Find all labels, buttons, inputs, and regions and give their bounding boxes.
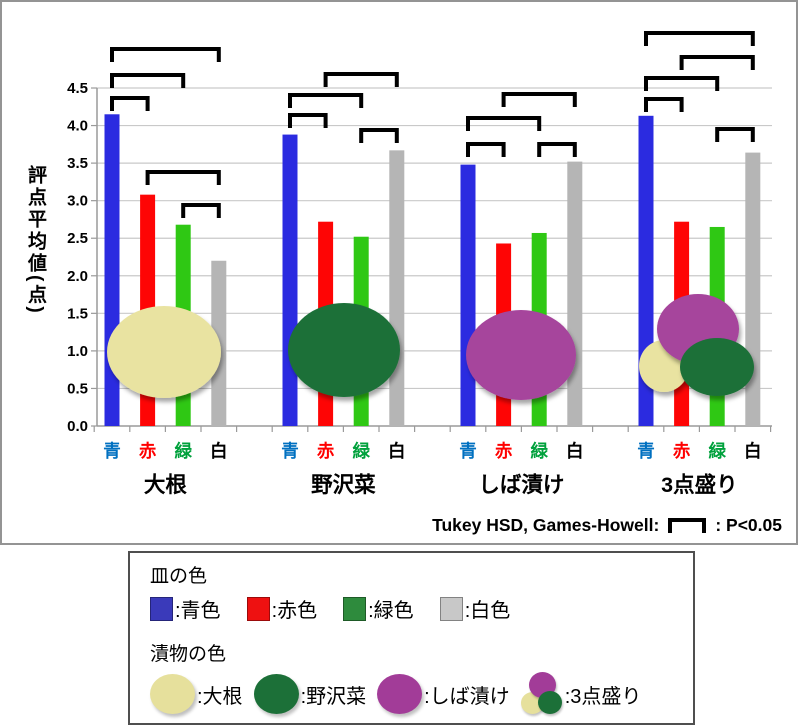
y-tick-label: 2.5 xyxy=(67,230,88,247)
y-tick-label: 0.5 xyxy=(67,380,88,397)
legend-item-nozawana: :野沢菜 xyxy=(253,674,367,714)
bar-label-青: 青 xyxy=(637,441,655,461)
rating-bar-chart: 0.00.51.01.52.02.53.03.54.04.5青青青青赤赤赤赤緑緑… xyxy=(67,31,772,497)
legend-item-daikon: :大根 xyxy=(150,674,243,714)
significance-bracket xyxy=(110,96,150,111)
significance-bracket xyxy=(323,72,399,87)
y-tick-label: 1.5 xyxy=(67,305,88,322)
plate-legend-title: 皿の色 xyxy=(150,566,208,587)
shibazuke-pickle-icon xyxy=(377,674,423,714)
significance-bracket xyxy=(644,76,720,91)
significance-bracket-icon xyxy=(668,517,707,533)
significance-bracket xyxy=(110,47,221,62)
significance-bracket xyxy=(181,203,221,218)
bar-label-青: 青 xyxy=(103,441,121,461)
bar-label-緑: 緑 xyxy=(708,441,726,461)
legend-label: :青色 xyxy=(175,600,221,622)
bar-3点盛り-白 xyxy=(745,152,761,426)
legend-item-red-plate: :赤色 xyxy=(246,594,318,623)
pickle-legend-title: 漬物の色 xyxy=(150,644,227,665)
bar-label-赤: 赤 xyxy=(495,441,513,461)
bar-しば漬け-白 xyxy=(567,161,583,426)
y-tick-label: 2.0 xyxy=(67,268,88,285)
y-tick-label: 1.0 xyxy=(67,343,88,360)
y-axis-title: 評点平均値(点) xyxy=(25,165,46,316)
bar-label-緑: 緑 xyxy=(352,441,370,461)
y-tick-label: 3.0 xyxy=(67,193,88,210)
chart-panel: 0.0 0.5 1.0 1.5 2.0 2.5 3.0 3.5 4.0 4.5 青青青青赤赤赤赤緑緑… xyxy=(0,0,798,545)
category-label: 野沢菜 xyxy=(311,473,376,497)
significance-bracket xyxy=(359,128,399,143)
pickle-overlay-野沢菜 xyxy=(288,303,400,397)
significance-bracket xyxy=(110,73,186,88)
significance-bracket xyxy=(466,142,506,157)
significance-bracket xyxy=(288,113,328,128)
category-label: しば漬け xyxy=(478,473,564,497)
legend-label: :野沢菜 xyxy=(300,685,367,708)
y-tick-label: 4.5 xyxy=(67,80,88,97)
bar-野沢菜-白 xyxy=(389,150,405,426)
bar-label-赤: 赤 xyxy=(139,441,157,461)
significance-bracket xyxy=(679,55,755,70)
bar-label-緑: 緑 xyxy=(174,441,192,461)
bar-label-白: 白 xyxy=(210,441,228,461)
bar-大根-青 xyxy=(104,114,120,426)
white-plate-swatch-icon xyxy=(439,596,463,621)
bar-label-青: 青 xyxy=(459,441,477,461)
legend-box: 皿の色 :青色 :赤色 :緑色 :白色 漬物の色 :大根 xyxy=(128,551,695,725)
nozawana-pickle-icon xyxy=(253,674,299,714)
pickle-overlay-3点盛り xyxy=(680,338,754,396)
assortment-pickle-icon xyxy=(520,672,563,716)
legend-item-white-plate: :白色 xyxy=(439,594,511,623)
assortment-nozawana-circle xyxy=(537,691,562,714)
bar-label-緑: 緑 xyxy=(530,441,548,461)
annotation-prefix: Tukey HSD, Games-Howell: xyxy=(432,514,660,535)
y-tick-label: 3.5 xyxy=(67,155,88,172)
bar-label-白: 白 xyxy=(744,441,762,461)
blue-plate-swatch-icon xyxy=(150,596,173,621)
bar-label-赤: 赤 xyxy=(317,441,335,461)
significance-bracket xyxy=(537,142,577,157)
pickle-overlay-しば漬け xyxy=(466,310,576,400)
category-label: 大根 xyxy=(144,473,188,497)
legend-item-blue-plate: :青色 xyxy=(150,594,221,623)
significance-annotation: Tukey HSD, Games-Howell: : P<0.05 xyxy=(432,512,782,538)
legend-item-green-plate: :緑色 xyxy=(343,594,414,623)
bar-しば漬け-青 xyxy=(460,164,476,427)
legend-item-assortment: :3点盛り xyxy=(520,672,642,716)
pickle-legend-row: :大根 :野沢菜 :しば漬け :3点盛り xyxy=(150,672,693,716)
pickle-overlay-大根 xyxy=(107,306,221,398)
legend-label: :白色 xyxy=(464,600,511,622)
significance-bracket xyxy=(145,170,221,185)
legend-label: :緑色 xyxy=(368,600,414,622)
bar-label-青: 青 xyxy=(281,441,299,461)
green-plate-swatch-icon xyxy=(343,596,367,621)
bar-label-白: 白 xyxy=(388,441,406,461)
significance-bracket xyxy=(501,92,577,107)
category-label: 3点盛り xyxy=(661,472,737,497)
significance-bracket xyxy=(715,127,755,142)
plate-legend-row: :青色 :赤色 :緑色 :白色 xyxy=(150,594,693,623)
significance-bracket xyxy=(466,116,542,131)
bar-label-白: 白 xyxy=(566,441,584,461)
y-tick-label: 0.0 xyxy=(67,418,88,435)
legend-item-shibazuke: :しば漬け xyxy=(377,674,510,714)
legend-label: :大根 xyxy=(197,685,243,708)
significance-bracket xyxy=(644,31,755,46)
red-plate-swatch-icon xyxy=(246,596,270,621)
significance-bracket xyxy=(644,97,684,112)
y-tick-label: 4.0 xyxy=(67,118,88,135)
daikon-pickle-icon xyxy=(150,674,195,714)
bar-野沢菜-青 xyxy=(282,134,298,427)
bar-label-赤: 赤 xyxy=(673,441,691,461)
significance-bracket xyxy=(288,93,364,108)
legend-label: :赤色 xyxy=(271,600,318,622)
annotation-suffix: : P<0.05 xyxy=(715,514,782,535)
legend-label: :3点盛り xyxy=(564,685,642,708)
legend-label: :しば漬け xyxy=(424,685,510,708)
